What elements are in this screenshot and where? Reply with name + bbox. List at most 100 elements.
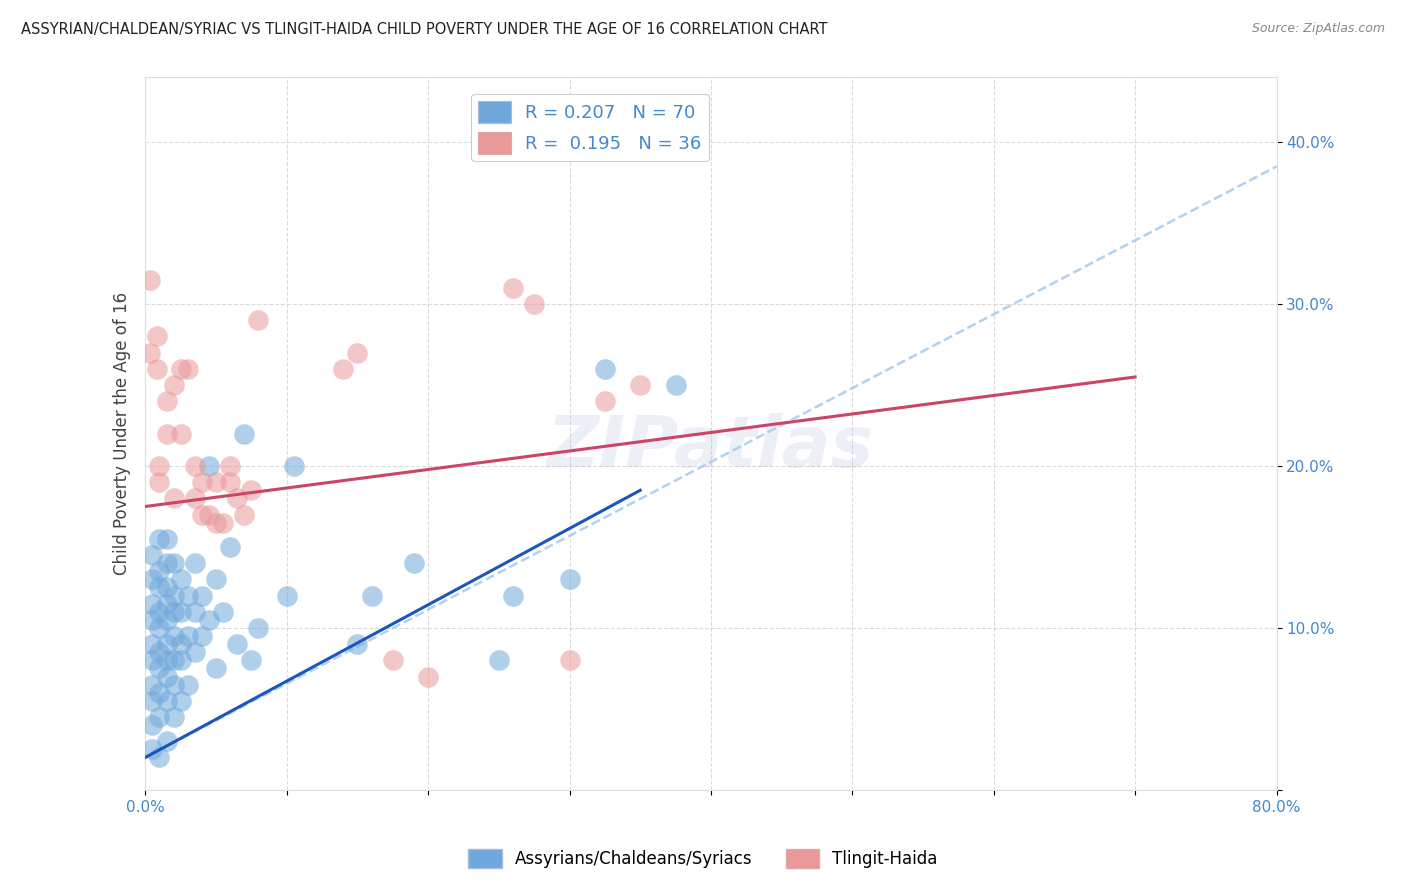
Point	[212, 605, 235, 619]
Point	[198, 508, 221, 522]
Point	[162, 378, 184, 392]
Point	[169, 637, 191, 651]
Point	[141, 694, 163, 708]
Point	[141, 718, 163, 732]
Point	[162, 556, 184, 570]
Point	[219, 475, 242, 490]
Point	[233, 426, 256, 441]
Point	[205, 573, 228, 587]
Point	[145, 329, 167, 343]
Point	[141, 597, 163, 611]
Point	[212, 516, 235, 530]
Point	[155, 532, 177, 546]
Point	[205, 516, 228, 530]
Point	[155, 581, 177, 595]
Point	[381, 653, 404, 667]
Point	[155, 734, 177, 748]
Point	[155, 637, 177, 651]
Point	[628, 378, 651, 392]
Point	[416, 669, 439, 683]
Point	[226, 637, 249, 651]
Point	[138, 273, 160, 287]
Point	[177, 589, 200, 603]
Point	[148, 645, 170, 659]
Point	[148, 750, 170, 764]
Point	[155, 694, 177, 708]
Point	[191, 629, 214, 643]
Point	[558, 653, 581, 667]
Point	[177, 362, 200, 376]
Text: ASSYRIAN/CHALDEAN/SYRIAC VS TLINGIT-HAIDA CHILD POVERTY UNDER THE AGE OF 16 CORR: ASSYRIAN/CHALDEAN/SYRIAC VS TLINGIT-HAID…	[21, 22, 828, 37]
Point	[155, 653, 177, 667]
Point	[169, 694, 191, 708]
Point	[141, 637, 163, 651]
Point	[138, 345, 160, 359]
Point	[148, 458, 170, 473]
Point	[502, 281, 524, 295]
Point	[155, 394, 177, 409]
Point	[148, 564, 170, 578]
Point	[664, 378, 686, 392]
Point	[205, 661, 228, 675]
Point	[558, 573, 581, 587]
Point	[523, 297, 546, 311]
Point	[198, 613, 221, 627]
Point	[141, 573, 163, 587]
Point	[169, 362, 191, 376]
Point	[155, 613, 177, 627]
Point	[148, 661, 170, 675]
Point	[502, 589, 524, 603]
Point	[184, 458, 207, 473]
Point	[162, 629, 184, 643]
Point	[141, 677, 163, 691]
Point	[219, 458, 242, 473]
Point	[177, 629, 200, 643]
Point	[198, 458, 221, 473]
Point	[148, 475, 170, 490]
Point	[184, 491, 207, 506]
Point	[360, 589, 382, 603]
Point	[155, 669, 177, 683]
Point	[155, 556, 177, 570]
Legend: R = 0.207   N = 70, R =  0.195   N = 36: R = 0.207 N = 70, R = 0.195 N = 36	[471, 94, 709, 161]
Point	[593, 394, 616, 409]
Point	[191, 589, 214, 603]
Point	[205, 475, 228, 490]
Point	[191, 508, 214, 522]
Point	[346, 637, 368, 651]
Point	[276, 589, 298, 603]
Text: ZIPatlas: ZIPatlas	[547, 413, 875, 483]
Point	[162, 491, 184, 506]
Point	[283, 458, 305, 473]
Point	[148, 532, 170, 546]
Point	[240, 653, 263, 667]
Point	[155, 426, 177, 441]
Point	[141, 548, 163, 562]
Point	[247, 313, 270, 327]
Point	[169, 426, 191, 441]
Point	[332, 362, 354, 376]
Point	[141, 742, 163, 756]
Point	[148, 581, 170, 595]
Point	[346, 345, 368, 359]
Point	[155, 597, 177, 611]
Point	[148, 621, 170, 635]
Point	[184, 556, 207, 570]
Point	[240, 483, 263, 498]
Point	[148, 605, 170, 619]
Y-axis label: Child Poverty Under the Age of 16: Child Poverty Under the Age of 16	[114, 292, 131, 575]
Point	[247, 621, 270, 635]
Point	[141, 613, 163, 627]
Point	[226, 491, 249, 506]
Point	[169, 573, 191, 587]
Point	[402, 556, 425, 570]
Point	[145, 362, 167, 376]
Text: Source: ZipAtlas.com: Source: ZipAtlas.com	[1251, 22, 1385, 36]
Point	[169, 605, 191, 619]
Point	[191, 475, 214, 490]
Point	[488, 653, 510, 667]
Point	[162, 653, 184, 667]
Point	[169, 653, 191, 667]
Point	[219, 540, 242, 554]
Point	[593, 362, 616, 376]
